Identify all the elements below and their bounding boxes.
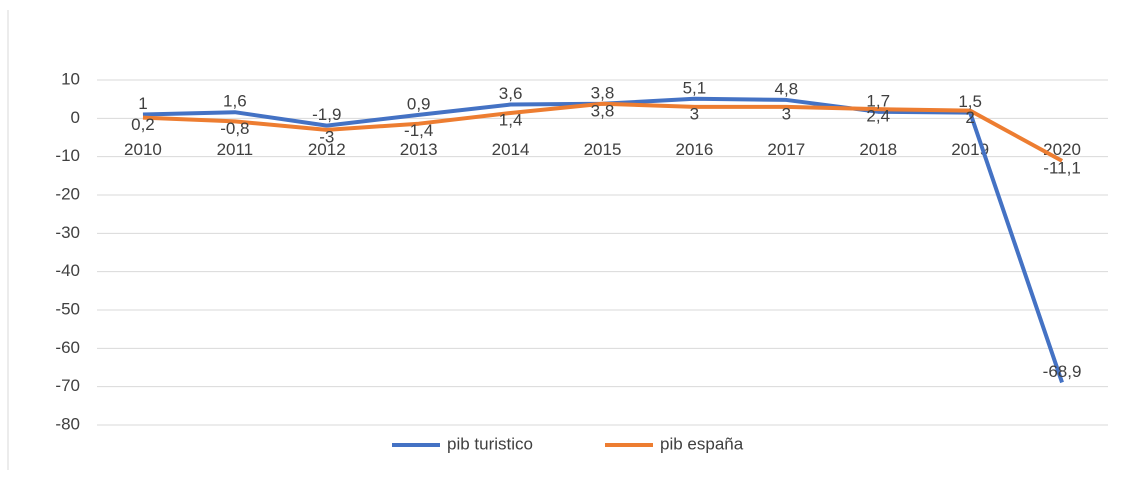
data-label: 0,9 bbox=[407, 94, 431, 113]
y-tick-label: -80 bbox=[55, 414, 80, 433]
data-label: 3,6 bbox=[499, 84, 523, 103]
data-label: 3 bbox=[690, 104, 699, 123]
x-tick-label: 2015 bbox=[584, 140, 622, 159]
y-tick-label: -50 bbox=[55, 299, 80, 318]
data-label: 1,4 bbox=[499, 110, 523, 129]
data-label: -1,9 bbox=[312, 105, 341, 124]
data-label: 1,7 bbox=[866, 91, 890, 110]
x-tick-label: 2016 bbox=[675, 140, 713, 159]
x-tick-label: 2014 bbox=[492, 140, 530, 159]
line-series bbox=[142, 101, 1064, 163]
y-tick-label: 0 bbox=[71, 108, 80, 127]
x-tick-label: 2013 bbox=[400, 140, 438, 159]
data-label: -3 bbox=[319, 127, 334, 146]
data-label: 3 bbox=[782, 104, 791, 123]
data-label: 1,6 bbox=[223, 92, 247, 111]
x-tick-label: 2012 bbox=[308, 140, 346, 159]
data-label: 4,8 bbox=[774, 79, 798, 98]
data-label: -11,1 bbox=[1043, 158, 1081, 177]
x-tick-label: 2018 bbox=[859, 140, 897, 159]
y-tick-label: -40 bbox=[55, 261, 80, 280]
y-tick-label: -70 bbox=[55, 376, 80, 395]
data-label: 2 bbox=[965, 108, 974, 127]
y-tick-label: -30 bbox=[55, 223, 80, 242]
data-label: 1 bbox=[138, 94, 147, 113]
x-tick-label: 2017 bbox=[767, 140, 805, 159]
x-tick-label: 2010 bbox=[124, 140, 162, 159]
data-label: 5,1 bbox=[683, 78, 707, 97]
data-label: 1,5 bbox=[958, 92, 982, 111]
data-label: -68,9 bbox=[1043, 362, 1082, 381]
y-tick-label: -60 bbox=[55, 338, 80, 357]
data-label: 0,2 bbox=[131, 115, 155, 134]
legend-label: pib turistico bbox=[447, 434, 533, 453]
data-label: 3,8 bbox=[591, 101, 615, 120]
y-tick-label: -20 bbox=[55, 184, 80, 203]
x-tick-label: 2011 bbox=[217, 140, 254, 159]
data-label: -1,4 bbox=[404, 121, 433, 140]
data-label: 3,8 bbox=[591, 83, 615, 102]
y-tick-label: 10 bbox=[61, 69, 80, 88]
data-label: -0,8 bbox=[220, 119, 249, 138]
y-tick-label: -10 bbox=[55, 146, 80, 165]
x-tick-label: 2020 bbox=[1043, 140, 1081, 159]
data-label: 2,4 bbox=[866, 107, 890, 126]
legend-label: pib españa bbox=[660, 434, 744, 453]
